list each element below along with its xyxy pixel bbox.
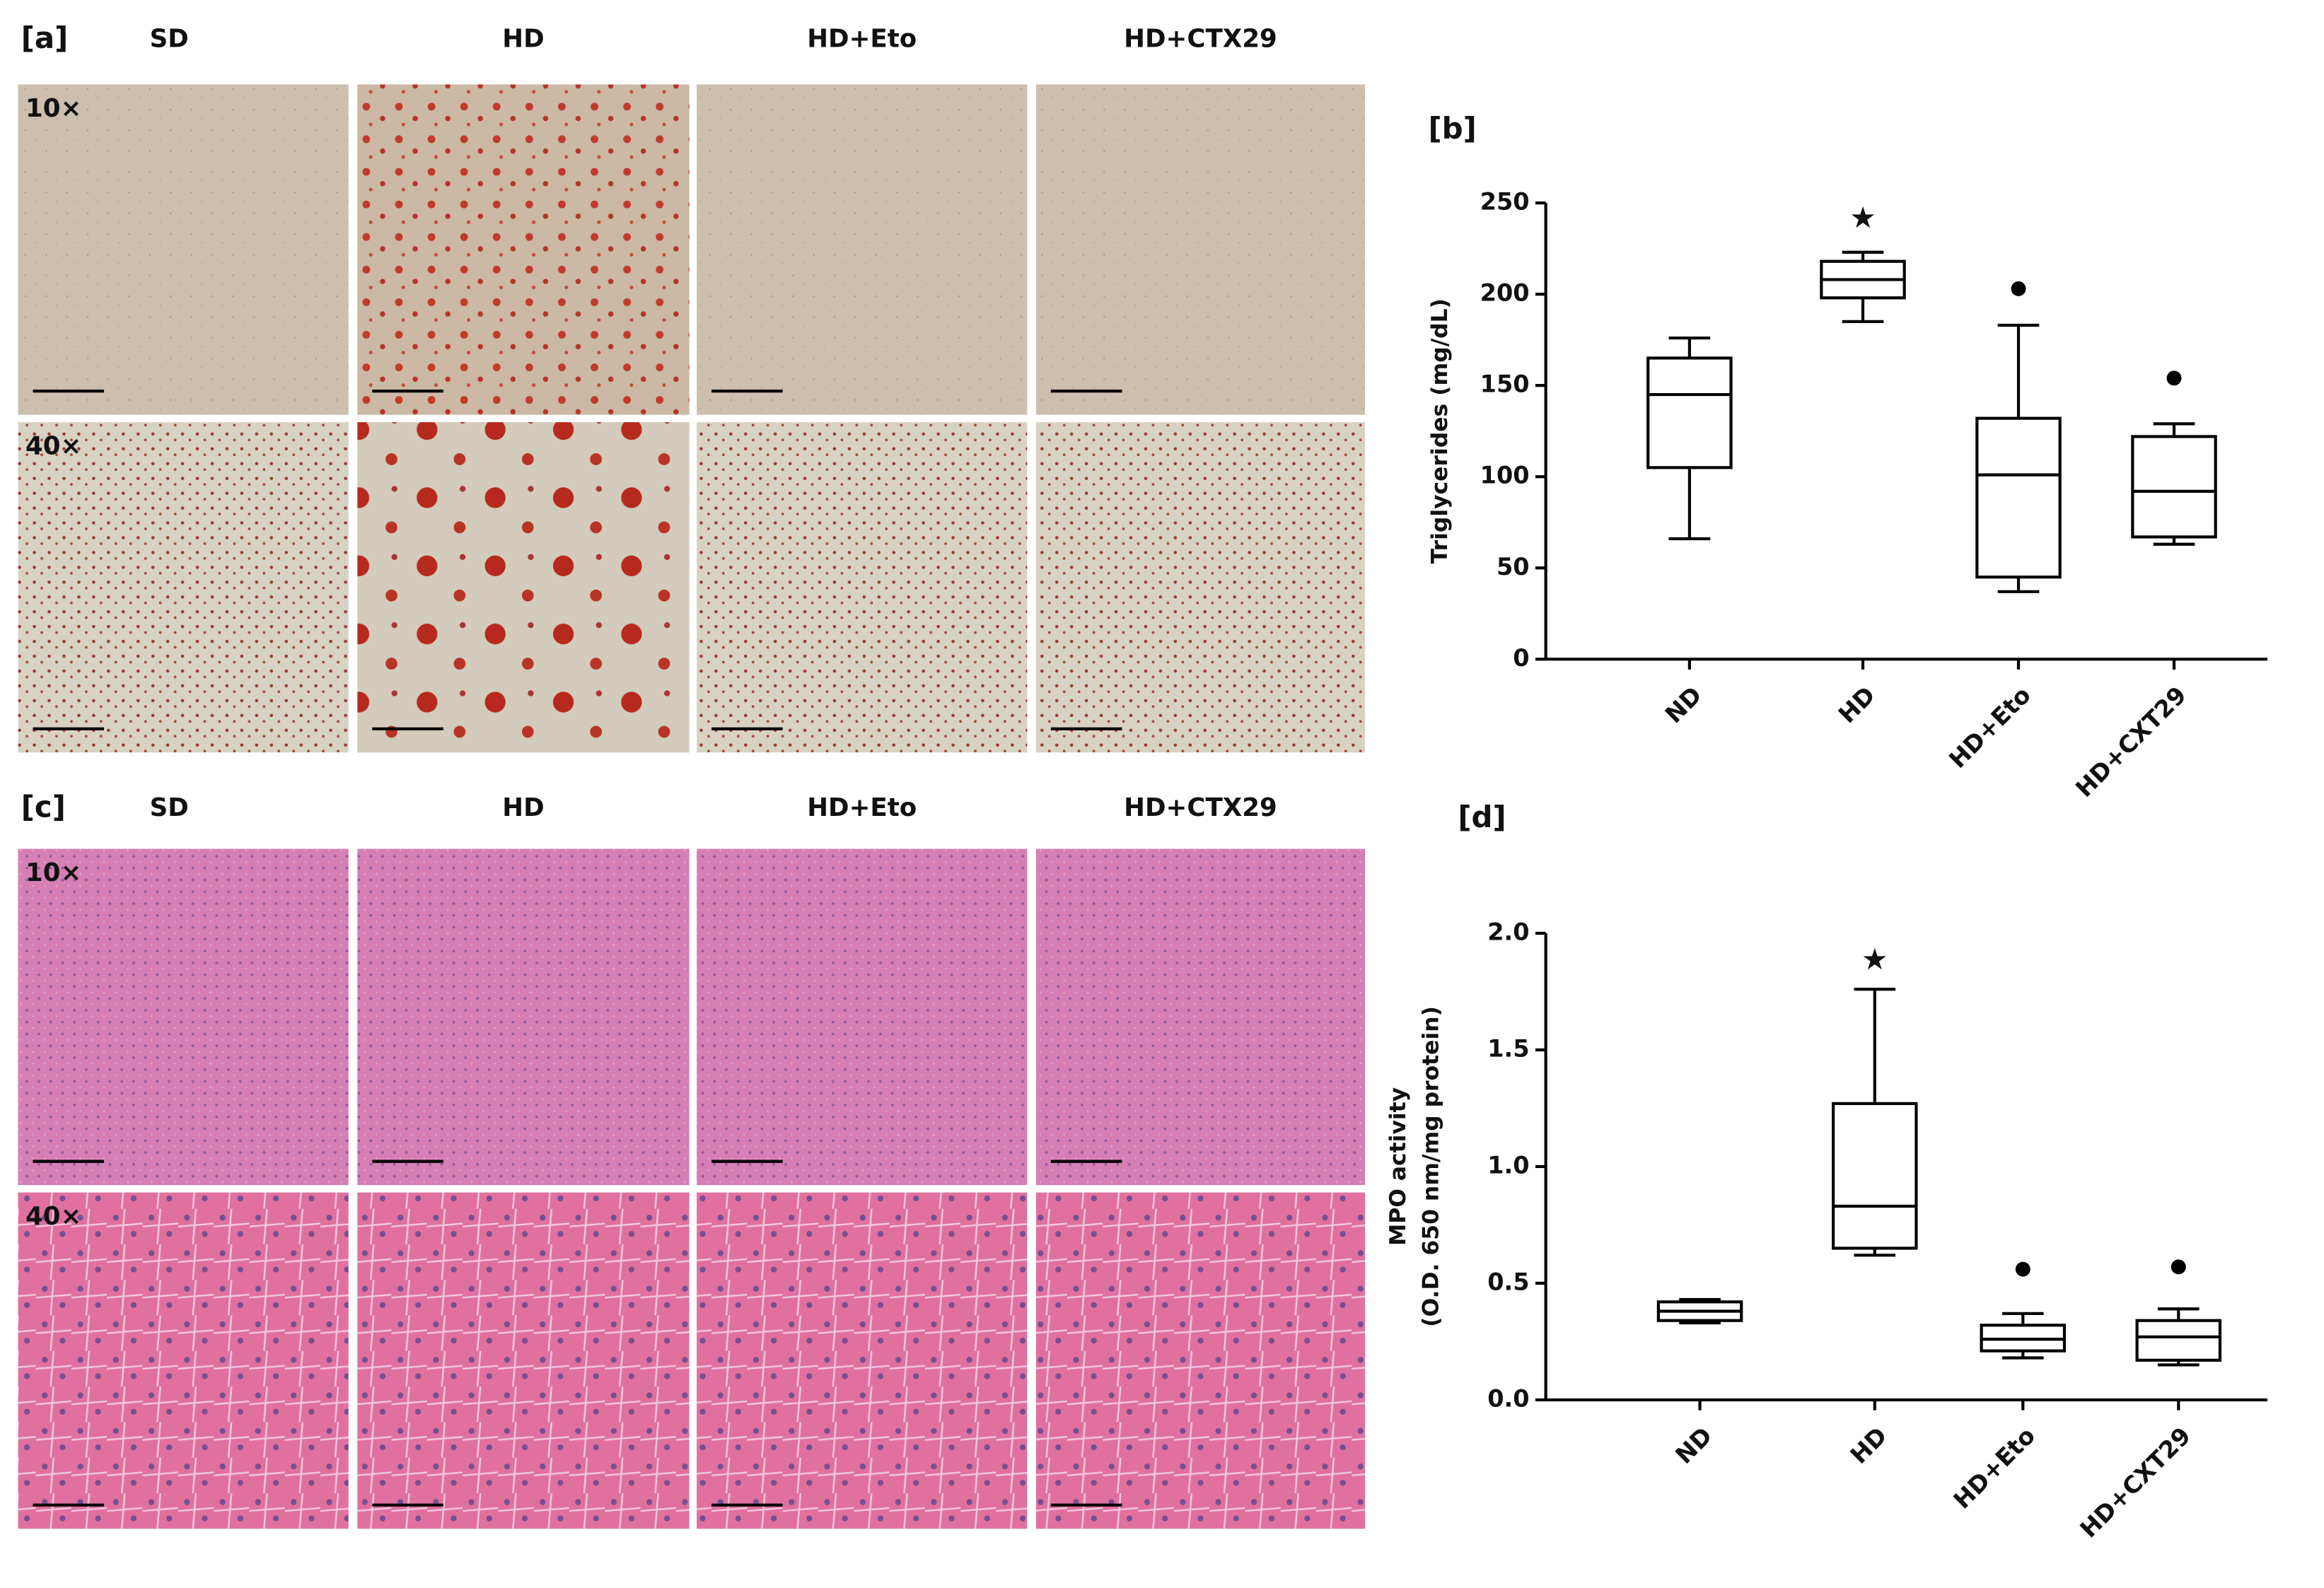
- column-header: SD: [150, 25, 189, 54]
- y-tick-label: 0.0: [1487, 1384, 1529, 1412]
- magnification-label: 10×: [25, 858, 81, 887]
- x-tick-label: HD: [1845, 1422, 1893, 1469]
- x-tick-label: HD+CXT29: [2070, 681, 2192, 802]
- column-header: HD+CTX29: [1124, 793, 1277, 822]
- column-header: HD+Eto: [807, 793, 917, 822]
- y-axis-label: (O.D. 650 nm/mg protein): [1418, 1006, 1443, 1327]
- column-header: HD: [502, 793, 544, 822]
- micrograph: [697, 422, 1028, 753]
- panel-label: [b]: [1429, 111, 1477, 146]
- y-tick-label: 150: [1480, 370, 1530, 398]
- micrograph: [357, 848, 690, 1186]
- box: [1975, 416, 2062, 579]
- x-tick-label: ND: [1660, 681, 1707, 728]
- micrograph: [357, 422, 690, 753]
- x-tick-label: HD+Eto: [1948, 1422, 2040, 1514]
- y-tick-label: 100: [1480, 462, 1530, 489]
- outlier: [2166, 370, 2182, 386]
- box: [1646, 356, 1733, 469]
- micrograph: [697, 1192, 1028, 1529]
- micrograph: [697, 84, 1028, 415]
- outlier: [2015, 1261, 2030, 1277]
- outlier: [2171, 1259, 2186, 1275]
- micrograph: [18, 1192, 349, 1529]
- y-axis-label: MPO activity: [1385, 1087, 1411, 1246]
- micrograph-panels: [a] SD HD HD+Eto HD+CTX29 10× 40× [c] SD HD HD+Eto…: [18, 21, 1366, 1529]
- y-tick-label: 1.5: [1487, 1034, 1529, 1062]
- column-header: HD+CTX29: [1124, 25, 1277, 54]
- magnification-label: 10×: [25, 94, 81, 123]
- x-tick-label: HD: [1833, 681, 1881, 728]
- micrograph: [1035, 422, 1366, 753]
- micrograph: [697, 848, 1028, 1186]
- x-tick-label: ND: [1670, 1422, 1717, 1469]
- column-header: SD: [150, 793, 189, 822]
- micrograph: [357, 1192, 690, 1529]
- box-plots: [b] Triglycerides (mg/dL) 0 50 100 150 200 250 N…: [1385, 111, 2267, 1543]
- box: [1832, 1102, 1918, 1250]
- y-axis-label: Triglycerides (mg/dL): [1427, 298, 1453, 564]
- y-tick-label: 200: [1480, 279, 1530, 307]
- panel-label: [d]: [1458, 800, 1506, 834]
- y-tick-label: 0: [1513, 644, 1529, 672]
- y-tick-label: 250: [1480, 188, 1530, 216]
- micrograph: [357, 84, 690, 415]
- micrograph: [18, 848, 349, 1186]
- micrograph: [1035, 84, 1366, 415]
- magnification-label: 40×: [25, 432, 81, 461]
- y-tick-label: 0.5: [1487, 1268, 1529, 1295]
- micrograph: [1035, 848, 1366, 1186]
- box: [2131, 435, 2217, 539]
- y-tick-label: 50: [1497, 553, 1530, 580]
- column-header: HD+Eto: [807, 25, 917, 54]
- outlier: [2011, 281, 2026, 296]
- significance-marker: ★: [1861, 942, 1888, 976]
- x-tick-label: HD+Eto: [1944, 681, 2036, 773]
- micrograph: [18, 84, 349, 415]
- panel-label: [c]: [21, 789, 66, 824]
- box: [2135, 1319, 2222, 1362]
- magnification-label: 40×: [25, 1202, 81, 1231]
- micrograph: [18, 422, 349, 753]
- y-tick-label: 1.0: [1487, 1151, 1529, 1179]
- micrograph: [1035, 1192, 1366, 1529]
- column-header: HD: [502, 25, 544, 54]
- significance-marker: ★: [1849, 200, 1876, 235]
- panel-label: [a]: [21, 21, 69, 55]
- x-tick-label: HD+CXT29: [2074, 1422, 2196, 1543]
- y-tick-label: 2.0: [1487, 918, 1529, 945]
